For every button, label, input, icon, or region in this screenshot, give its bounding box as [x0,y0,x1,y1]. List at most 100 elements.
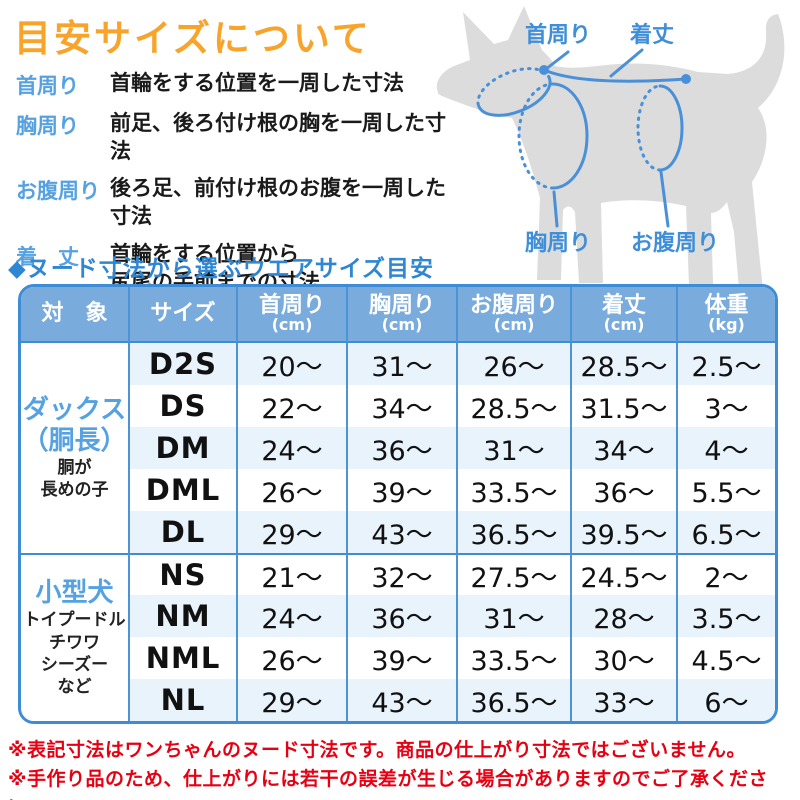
footnotes: ※表記寸法はワンちゃんのヌード寸法です。商品の仕上がり寸法ではございません。 ※… [8,736,796,800]
value-cell: 2～ [676,553,775,595]
size-cell: NM [128,595,236,637]
belly-measure-ellipse [636,84,684,172]
col-header-neck: 首周り (cm) [236,287,346,343]
value-cell: 36.5～ [456,511,570,553]
value-cell: 33.5～ [456,469,570,511]
value-cell: 3.5～ [676,595,775,637]
value-cell: 36～ [570,469,676,511]
col-header-unit: (kg) [708,315,745,335]
value-cell: 39～ [346,637,456,679]
value-cell: 33.5～ [456,637,570,679]
value-cell: 4.5～ [676,637,775,679]
section-heading: ◆ヌード寸法から選ぶウエアサイズ目安 [8,256,434,282]
definition-term: 胸周り [16,114,79,138]
col-header-target: 対 象 [21,287,128,343]
col-header-label: 首周り [258,293,325,319]
value-cell: 31.5～ [570,385,676,427]
value-cell: 27.5～ [456,553,570,595]
page-title: 目安サイズについて [14,17,372,60]
value-cell: 22～ [236,385,346,427]
col-header-label: 胸周り [368,293,435,319]
value-cell: 32～ [346,553,456,595]
value-cell: 28.5～ [570,343,676,385]
definition-desc-line1: 首輪をする位置から [110,241,299,266]
value-cell: 26～ [236,637,346,679]
col-header-label: お腹周り [469,293,558,319]
value-cell: 26～ [236,469,346,511]
group-note: など [57,676,92,697]
col-header-size: サイズ [128,287,236,343]
size-cell: NL [128,679,236,721]
diagram-neck-label: 首周り [525,22,591,48]
definition-chest: 胸周り 前足、後ろ付け根の胸を一周した寸法 [16,110,446,165]
size-cell: NML [128,637,236,679]
chest-measure-ellipse [517,82,589,190]
value-cell: 24～ [236,595,346,637]
col-header-belly: お腹周り (cm) [456,287,570,343]
value-cell: 26～ [456,343,570,385]
size-cell: DM [128,427,236,469]
col-header-unit: (cm) [493,315,535,335]
size-table: 対 象 サイズ 首周り (cm) 胸周り (cm) お腹周り (cm) 着丈 (… [18,284,778,724]
col-header-unit: (cm) [603,315,645,335]
length-start-dot [539,65,549,75]
definition-desc: 首輪をする位置を一周した寸法 [110,71,404,95]
size-cell: D2S [128,343,236,385]
measurement-definitions: 首周り 首輪をする位置を一周した寸法 胸周り 前足、後ろ付け根の胸を一周した寸法… [16,70,446,306]
value-cell: 43～ [346,511,456,553]
chest-label-connector [552,190,559,228]
value-cell: 4～ [676,427,775,469]
length-label-connector [609,48,644,78]
value-cell: 30～ [570,637,676,679]
group-note: トイプードル [23,610,126,631]
value-cell: 33～ [570,679,676,721]
group-note: 胴が [57,458,92,479]
value-cell: 24.5～ [570,553,676,595]
footnote: ※表記寸法はワンちゃんのヌード寸法です。商品の仕上がり寸法ではございません。 [8,739,747,761]
diagram-chest-label: 胸周り [525,230,591,256]
value-cell: 5.5～ [676,469,775,511]
size-cell: DS [128,385,236,427]
value-cell: 34～ [570,427,676,469]
group-note: 長めの子 [40,480,109,501]
value-cell: 29～ [236,679,346,721]
definition-desc: 後ろ足、前付け根のお腹を一周した寸法 [110,176,446,229]
value-cell: 6.5～ [676,511,775,553]
diagram-belly-label: お腹周り [631,230,719,256]
diagram-length-label: 着丈 [629,22,674,48]
footnote: ※手作り品のため、仕上がりには若干の誤差が生じる場合がありますのでご了承ください… [8,767,768,800]
definition-length: 着 丈 首輪をする位置から 尻尾の手前までの寸法 [16,241,446,296]
dog-silhouette [436,6,785,289]
belly-label-connector [659,170,670,228]
value-cell: 21～ [236,553,346,595]
definition-term: 着 丈 [16,244,79,269]
definition-desc: 前足、後ろ付け根の胸を一周した寸法 [110,111,446,163]
value-cell: 29～ [236,511,346,553]
size-cell: DML [128,469,236,511]
value-cell: 20～ [236,343,346,385]
value-cell: 31～ [456,427,570,469]
row-group-dachshund: ダックス （胴長） 胴が 長めの子 [21,343,128,553]
definition-belly: お腹周り 後ろ足、前付け根のお腹を一周した寸法 [16,175,446,230]
value-cell: 34～ [346,385,456,427]
col-header-chest: 胸周り (cm) [346,287,456,343]
value-cell: 39～ [346,469,456,511]
group-name: ダックス [22,394,127,425]
back-length-line [542,68,688,83]
value-cell: 36～ [346,595,456,637]
col-header-label: 着丈 [601,293,646,319]
definition-desc: 首輪をする位置から 尻尾の手前までの寸法 [110,241,320,296]
neck-label-connector [544,50,570,71]
col-header-label: 体重 [704,293,749,319]
size-cell: NS [128,553,236,595]
col-header-unit: (cm) [381,315,423,335]
value-cell: 31～ [346,343,456,385]
length-end-dot [681,74,691,84]
value-cell: 39.5～ [570,511,676,553]
value-cell: 2.5～ [676,343,775,385]
value-cell: 24～ [236,427,346,469]
group-note: シーズー [40,654,109,675]
group-name-sub: （胴長） [22,425,127,456]
value-cell: 36.5～ [456,679,570,721]
